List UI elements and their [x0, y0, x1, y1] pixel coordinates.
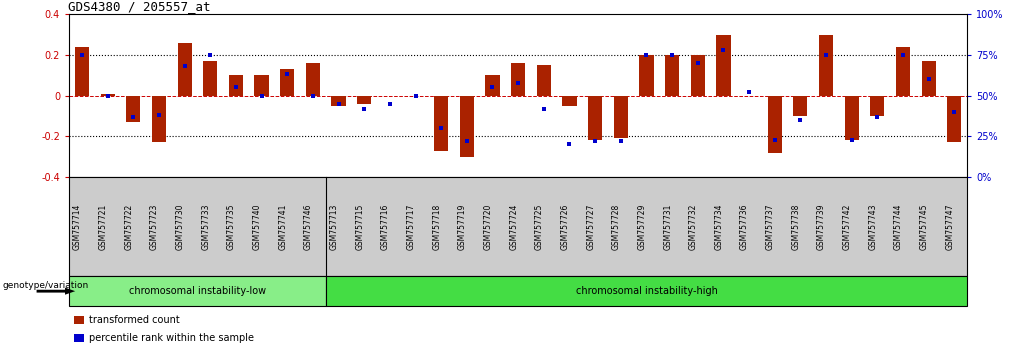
Text: GSM757728: GSM757728 — [612, 204, 621, 250]
Bar — [178, 43, 192, 96]
Text: GSM757736: GSM757736 — [740, 203, 749, 250]
Text: GSM757715: GSM757715 — [356, 203, 364, 250]
Bar — [922, 61, 936, 96]
Text: GSM757747: GSM757747 — [946, 203, 954, 250]
Bar — [229, 75, 243, 96]
Text: GSM757739: GSM757739 — [817, 203, 826, 250]
Bar — [358, 96, 371, 104]
Bar — [331, 96, 345, 106]
Bar — [151, 96, 166, 142]
Bar — [254, 75, 268, 96]
Bar — [101, 93, 115, 96]
Text: GSM757743: GSM757743 — [869, 203, 878, 250]
Text: percentile rank within the sample: percentile rank within the sample — [89, 333, 254, 343]
Bar — [536, 65, 551, 96]
Text: chromosomal instability-low: chromosomal instability-low — [129, 286, 266, 296]
Bar — [126, 96, 140, 122]
Bar — [203, 61, 217, 96]
Text: GSM757742: GSM757742 — [842, 203, 851, 250]
Bar — [716, 35, 731, 96]
Text: GSM757721: GSM757721 — [99, 204, 108, 250]
Text: GSM757726: GSM757726 — [561, 203, 570, 250]
Text: GSM757745: GSM757745 — [919, 203, 929, 250]
Text: GSM757735: GSM757735 — [227, 203, 236, 250]
Text: GSM757722: GSM757722 — [124, 204, 133, 250]
Bar — [460, 96, 473, 157]
Text: GSM757730: GSM757730 — [176, 203, 185, 250]
Bar — [511, 63, 525, 96]
Text: GSM757718: GSM757718 — [432, 204, 441, 250]
Text: GSM757724: GSM757724 — [509, 203, 518, 250]
Text: transformed count: transformed count — [89, 315, 180, 325]
Bar — [819, 35, 833, 96]
Bar — [896, 47, 910, 96]
Text: GSM757725: GSM757725 — [534, 203, 544, 250]
Bar — [588, 96, 602, 141]
Bar — [691, 55, 705, 96]
Text: GSM757732: GSM757732 — [689, 203, 698, 250]
Text: GDS4380 / 205557_at: GDS4380 / 205557_at — [68, 0, 210, 13]
Bar — [871, 96, 885, 116]
Text: GSM757738: GSM757738 — [791, 203, 801, 250]
Text: GSM757713: GSM757713 — [329, 203, 338, 250]
Text: GSM757717: GSM757717 — [406, 203, 416, 250]
Bar — [844, 96, 859, 141]
Bar — [639, 55, 653, 96]
Text: GSM757733: GSM757733 — [201, 203, 210, 250]
Text: GSM757744: GSM757744 — [894, 203, 903, 250]
Text: GSM757734: GSM757734 — [714, 203, 723, 250]
Text: GSM757716: GSM757716 — [381, 203, 390, 250]
Bar — [768, 96, 782, 153]
Text: chromosomal instability-high: chromosomal instability-high — [575, 286, 717, 296]
Text: GSM757720: GSM757720 — [484, 203, 493, 250]
Text: GSM757729: GSM757729 — [637, 203, 646, 250]
Bar — [306, 63, 320, 96]
Bar — [947, 96, 961, 142]
Bar — [434, 96, 448, 150]
Text: GSM757746: GSM757746 — [304, 203, 313, 250]
Text: GSM757723: GSM757723 — [150, 203, 158, 250]
Text: genotype/variation: genotype/variation — [2, 281, 88, 290]
Bar — [793, 96, 808, 116]
Text: GSM757741: GSM757741 — [278, 203, 288, 250]
Text: GSM757727: GSM757727 — [586, 203, 595, 250]
Bar — [614, 96, 628, 138]
Text: GSM757731: GSM757731 — [663, 203, 673, 250]
Bar — [75, 47, 89, 96]
Text: GSM757740: GSM757740 — [253, 203, 261, 250]
Text: GSM757719: GSM757719 — [458, 203, 466, 250]
Bar — [665, 55, 679, 96]
Text: GSM757714: GSM757714 — [73, 203, 82, 250]
Bar — [563, 96, 576, 106]
Bar — [280, 69, 295, 96]
Bar — [486, 75, 500, 96]
Text: GSM757737: GSM757737 — [766, 203, 775, 250]
